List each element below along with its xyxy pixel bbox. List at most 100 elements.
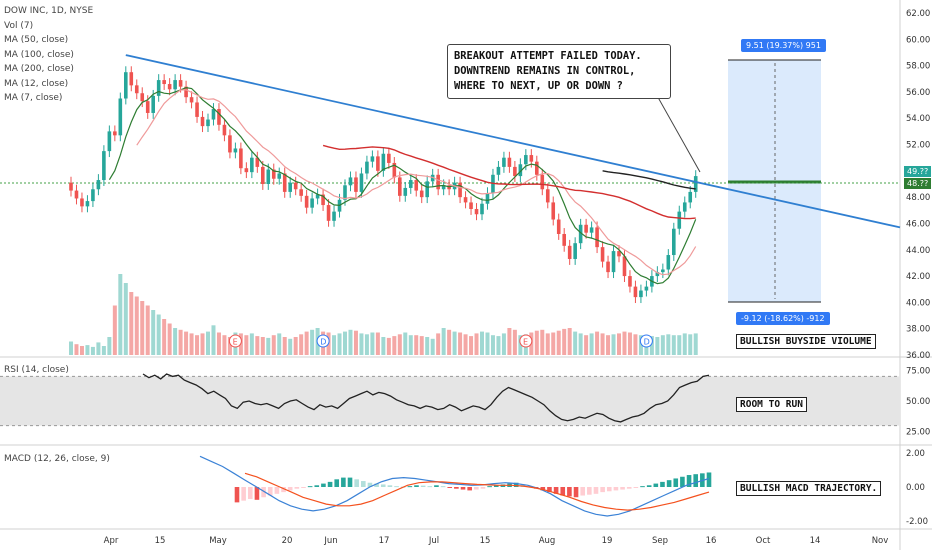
volume-bar [101, 346, 106, 355]
macd-histogram-bar [301, 487, 306, 488]
volume-bar [288, 338, 293, 355]
macd-histogram-bar [394, 486, 399, 488]
volume-bar [545, 333, 550, 355]
volume-bar [255, 336, 260, 355]
volume-bar [501, 333, 506, 355]
volume-bar [463, 334, 468, 355]
macd-histogram-bar [294, 487, 300, 489]
macd-histogram-bar [241, 487, 246, 501]
volume-bar [682, 333, 687, 355]
candle-body [578, 224, 583, 244]
volume-bar [85, 345, 90, 355]
marker-letter: D [320, 338, 326, 347]
macd-histogram-bar [640, 486, 645, 488]
callout-line-3: WHERE TO NEXT, UP OR DOWN ? [454, 80, 623, 92]
marker-circle [228, 334, 242, 348]
volume-bar [534, 330, 539, 355]
callout-pointer [654, 91, 701, 173]
volume-bar [600, 333, 605, 355]
candle-body [233, 148, 238, 153]
macd-histogram-bar [347, 477, 353, 487]
volume-note: BULLISH BUYSIDE VIOLUME [736, 334, 876, 349]
volume-bar [474, 333, 479, 355]
volume-bar [512, 329, 517, 355]
macd-histogram-bar [680, 476, 685, 487]
volume-bar [332, 335, 337, 355]
volume-bar [216, 332, 221, 355]
volume-bar [173, 328, 178, 355]
candle-body [299, 189, 303, 196]
volume-bar [578, 333, 583, 355]
volume-bar [129, 292, 134, 355]
volume-bar [425, 337, 430, 355]
macd-histogram-bar [440, 486, 446, 488]
macd-histogram-bar [666, 480, 672, 487]
macd-histogram-bar [706, 472, 712, 487]
volume-bar [677, 335, 682, 355]
volume-bar [518, 335, 523, 355]
candle-body [436, 174, 440, 190]
volume-bar [573, 331, 578, 355]
candle-body [376, 156, 380, 171]
volume-bar [69, 341, 73, 355]
volume-bar [589, 333, 594, 355]
price-tick-label: 44.00 [906, 246, 930, 256]
macd-histogram-bar [620, 487, 625, 490]
macd-signal-line [244, 472, 710, 511]
x-tick-label: Jun [323, 536, 337, 546]
volume-bar [184, 331, 189, 355]
macd-histogram-bar [553, 487, 559, 494]
volume-bar [364, 334, 369, 355]
x-tick-label: 16 [706, 536, 717, 546]
range-up-label: 9.51 (19.37%) 951 [741, 39, 826, 52]
candle-body [167, 84, 172, 90]
macd-line [199, 455, 710, 517]
candle-body [134, 85, 139, 94]
marker-letter: E [523, 338, 528, 347]
volume-bar [436, 333, 441, 355]
price-tick-label: 46.00 [906, 219, 930, 229]
indicator-ma100: MA (100, close) [4, 49, 74, 60]
candle-body [140, 93, 145, 102]
macd-histogram-bar [281, 487, 286, 493]
volume-bar [507, 328, 512, 355]
candle-body [474, 208, 479, 215]
volume-bar [397, 334, 402, 355]
chart-legend: DOW INC, 1D, NYSE Vol (7) MA (50, close)… [4, 4, 93, 106]
candle-body [469, 202, 473, 209]
volume-bar [584, 335, 589, 355]
macd-histogram-bar [600, 487, 605, 493]
x-tick-label: Apr [104, 536, 119, 546]
volume-bar [666, 334, 671, 355]
volume-bar [310, 329, 315, 355]
candle-body [91, 189, 95, 202]
candle-body [129, 72, 134, 86]
volume-bar [304, 331, 309, 355]
volume-bar [617, 333, 621, 355]
candle-body [74, 190, 79, 199]
candle-body [633, 286, 638, 298]
volume-bar [343, 331, 347, 355]
candle-body [271, 169, 276, 179]
macd-tick-label: 0.00 [906, 483, 925, 493]
earnings-marker: E [228, 334, 242, 348]
macd-histogram-bar [693, 474, 699, 487]
volume-bar [627, 332, 632, 355]
volume-bar [222, 335, 227, 355]
marker-letter: D [644, 338, 650, 347]
volume-bar [671, 335, 676, 355]
ma7-line [108, 86, 697, 285]
candle-body [463, 197, 468, 203]
candle-body [595, 227, 599, 248]
volume-bar [96, 342, 101, 355]
x-tick-label: Jul [428, 536, 439, 546]
candle-body [156, 80, 161, 96]
candle-body [387, 153, 391, 163]
candle-body [310, 198, 314, 208]
volume-bar [348, 329, 353, 355]
macd-histogram-bar [633, 487, 639, 488]
volume-bar [79, 346, 84, 355]
candle-body [496, 166, 501, 175]
